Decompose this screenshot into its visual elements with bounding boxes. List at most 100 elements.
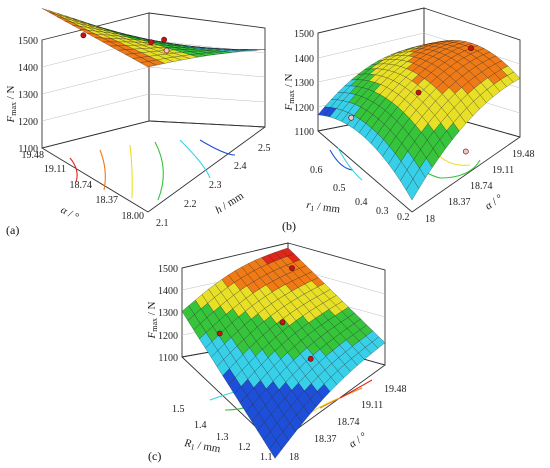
panel-c-z-label-sub: max bbox=[150, 318, 159, 332]
panel-c-surface bbox=[181, 247, 386, 459]
panel-a-surface-cell bbox=[248, 49, 266, 51]
panel-b-x-tick: 0.3 bbox=[376, 206, 389, 217]
panel-b-x-label-sub: 1 bbox=[310, 204, 315, 213]
panel-c-x-label-unit: / mm bbox=[194, 439, 222, 455]
panel-a-y-label-var: α bbox=[59, 204, 70, 217]
panel-b-z-label-main: F bbox=[283, 104, 295, 112]
panel-a-label: (a) bbox=[6, 223, 19, 237]
panel-b-z-label-unit: / N bbox=[283, 73, 295, 90]
panel-b-x-label: r1 / mm bbox=[305, 199, 341, 217]
panel-c-x-tick: 1.3 bbox=[216, 432, 229, 443]
panel-a-data-point bbox=[80, 32, 87, 39]
panel-b-z-ticks: 1500 1400 1300 1200 1100 bbox=[294, 29, 314, 138]
panel-c: 1500 1400 1300 1200 1100 Fmax / N 1.5 1.… bbox=[146, 242, 407, 463]
panel-c-y-tick: 18.74 bbox=[337, 417, 360, 428]
panel-b-data-point bbox=[468, 45, 474, 52]
panel-c-y-tick: 19.48 bbox=[384, 384, 407, 395]
panel-c-x-ticks: 1.5 1.4 1.3 1.2 1.1 bbox=[172, 404, 273, 463]
panel-c-x-label: R1 / mm bbox=[182, 437, 222, 456]
panel-b-data-point bbox=[348, 114, 355, 121]
panel-a-x-ticks: 2.1 2.2 2.3 2.4 2.5 bbox=[156, 143, 271, 229]
panel-a-x-label: h / mm bbox=[213, 190, 246, 217]
panel-a-z-tick: 1300 bbox=[18, 90, 38, 101]
panel-a-data-point bbox=[163, 47, 170, 54]
panel-c-z-tick: 1500 bbox=[158, 264, 178, 275]
panel-a-data-point bbox=[161, 36, 167, 43]
panel-b-x-tick: 0.6 bbox=[310, 165, 323, 176]
panel-c-x-tick: 1.2 bbox=[238, 442, 251, 453]
panel-a: 1500 1400 1300 1200 1100 Fmax / N 18.00 … bbox=[5, 8, 271, 237]
panel-b-data-point bbox=[462, 148, 469, 155]
panel-c-z-label-unit: / N bbox=[146, 301, 158, 318]
panel-a-z-tick: 1100 bbox=[18, 144, 38, 155]
panel-c-surface-cell bbox=[268, 440, 283, 459]
panel-b-x-tick: 0.4 bbox=[355, 197, 368, 208]
panel-a-box bbox=[41, 12, 266, 213]
panel-b-z-tick: 1500 bbox=[294, 29, 314, 40]
panel-c-x-label-var: R bbox=[182, 437, 192, 450]
panel-b-y-label-var: α bbox=[483, 199, 495, 212]
panel-a-y-tick: 18.74 bbox=[70, 180, 93, 191]
panel-b-x-label-var: r bbox=[306, 199, 313, 212]
panel-c-y-tick: 18.37 bbox=[314, 434, 337, 445]
panel-a-data-point bbox=[148, 39, 154, 45]
panel-c-data-point bbox=[307, 355, 314, 362]
panel-c-y-ticks: 18 18.37 18.74 19.11 19.48 bbox=[289, 384, 407, 463]
panel-a-x-tick: 2.1 bbox=[156, 218, 169, 229]
panel-b-x-tick: 0.5 bbox=[333, 183, 346, 194]
panel-a-z-tick: 1400 bbox=[18, 63, 38, 74]
panel-b-points bbox=[348, 45, 474, 155]
panel-b-surface-cell bbox=[405, 178, 420, 201]
panel-b-y-tick: 18 bbox=[425, 214, 435, 225]
panel-c-points bbox=[216, 265, 314, 362]
panel-a-z-ticks: 1500 1400 1300 1200 1100 bbox=[18, 36, 38, 155]
panel-a-z-label-unit: / N bbox=[5, 85, 17, 102]
panel-c-z-label: Fmax / N bbox=[146, 301, 159, 339]
panel-b-z-tick: 1100 bbox=[294, 127, 314, 138]
panel-a-points bbox=[80, 32, 170, 54]
panel-a-z-tick: 1200 bbox=[18, 117, 38, 128]
panel-a-y-tick: 19.11 bbox=[44, 164, 66, 175]
panel-a-x-label-var: h bbox=[213, 203, 224, 216]
panel-a-z-label-main: F bbox=[5, 116, 17, 124]
panel-a-x-label-unit: / mm bbox=[218, 190, 247, 214]
panel-a-y-label: α / ° bbox=[59, 204, 81, 223]
panel-b-x-label-unit: / mm bbox=[314, 200, 342, 216]
panel-a-surface bbox=[41, 8, 266, 68]
panel-c-z-tick: 1300 bbox=[158, 308, 178, 319]
panel-c-x-tick: 1.4 bbox=[194, 420, 207, 431]
panel-c-label: (c) bbox=[148, 449, 161, 463]
panel-a-x-tick: 2.3 bbox=[209, 180, 222, 191]
panel-a-floor-contours bbox=[69, 139, 236, 201]
panel-b-y-label: α / ° bbox=[483, 192, 505, 212]
panel-c-z-ticks: 1500 1400 1300 1200 1100 bbox=[158, 264, 178, 364]
panel-c-x-label-sub: 1 bbox=[190, 442, 196, 452]
panel-c-y-label-var: α bbox=[347, 437, 359, 450]
panel-b-y-tick: 19.48 bbox=[512, 149, 535, 160]
panel-a-z-label: Fmax / N bbox=[5, 85, 18, 123]
panel-c-x-tick: 1.5 bbox=[172, 404, 185, 415]
panel-b-z-tick: 1400 bbox=[294, 54, 314, 65]
panel-b-surface bbox=[317, 40, 521, 201]
panel-a-z-tick: 1500 bbox=[18, 36, 38, 47]
panel-b-z-tick: 1200 bbox=[294, 103, 314, 114]
panel-a-y-tick: 18.37 bbox=[96, 195, 119, 206]
panel-c-y-tick: 19.11 bbox=[361, 400, 383, 411]
panel-c-z-tick: 1200 bbox=[158, 331, 178, 342]
panel-a-x-tick: 2.2 bbox=[184, 199, 197, 210]
panel-c-z-tick: 1100 bbox=[158, 353, 178, 364]
panel-b-x-ticks: 0.6 0.5 0.4 0.3 0.2 bbox=[310, 165, 410, 223]
panel-c-z-tick: 1400 bbox=[158, 286, 178, 297]
panel-b-z-tick: 1300 bbox=[294, 78, 314, 89]
panel-b-x-tick: 0.2 bbox=[397, 212, 410, 223]
panel-c-y-tick: 18 bbox=[289, 452, 299, 463]
panel-a-y-label-unit: / ° bbox=[64, 207, 81, 224]
panel-a-x-tick: 2.4 bbox=[234, 161, 247, 172]
panel-b-z-label-sub: max bbox=[287, 90, 296, 104]
panel-b-z-label: Fmax / N bbox=[283, 73, 296, 111]
panel-b: 1500 1400 1300 1200 1100 Fmax / N 0.6 0.… bbox=[282, 7, 535, 233]
panel-b-y-tick: 19.11 bbox=[492, 165, 514, 176]
panel-c-x-tick: 1.1 bbox=[260, 452, 273, 463]
panel-a-z-label-sub: max bbox=[9, 102, 18, 116]
